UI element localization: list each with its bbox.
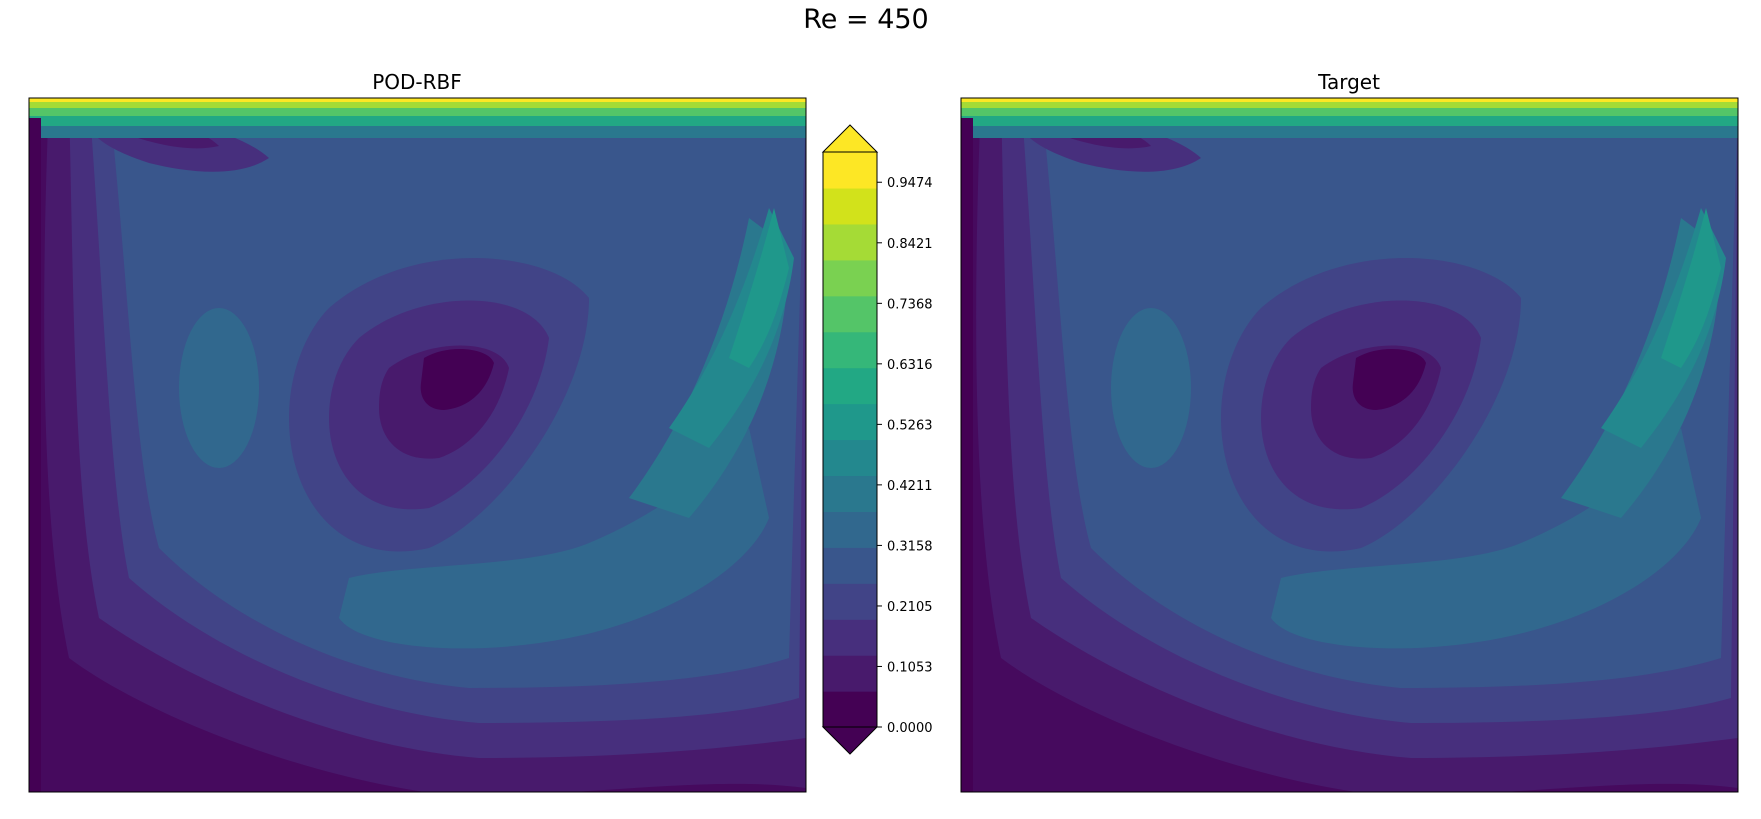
panel-title-left: POD-RBF	[372, 70, 462, 94]
colorbar-band	[823, 403, 877, 441]
colorbar-band	[823, 475, 877, 512]
panel-pod-rbf: POD-RBF	[28, 70, 807, 793]
colorbar-band	[823, 187, 877, 225]
panel-title-right: Target	[1317, 70, 1380, 94]
colorbar-tick-label: 0.5263	[887, 418, 933, 433]
colorbar-band	[823, 439, 877, 477]
colorbar-band	[823, 259, 877, 297]
colorbar-band	[823, 223, 877, 261]
colorbar-tick-label: 0.1053	[887, 660, 933, 675]
colorbar-tick-label: 0.9474	[887, 176, 933, 191]
contour-plot-left	[29, 98, 806, 792]
colorbar-band	[823, 367, 877, 405]
colorbar-band	[823, 655, 877, 692]
colorbar-band	[823, 691, 877, 728]
colorbar-extend-max	[821, 124, 879, 153]
colorbar-tick-label: 0.7368	[887, 297, 933, 312]
colorbar-band	[823, 547, 877, 584]
colorbar-extend-min	[821, 726, 879, 755]
colorbar-band	[823, 619, 877, 656]
colorbar-band	[823, 152, 877, 189]
colorbar-tick-label: 0.6316	[887, 358, 933, 373]
colorbar-band	[823, 511, 877, 548]
colorbar-tick-label: 0.2105	[887, 600, 933, 615]
figure-title: Re = 450	[803, 4, 928, 35]
colorbar: 0.0000 0.1053 0.2105 0.3158 0.4211 0.5263 0.63…	[821, 124, 933, 755]
panel-target: Target	[960, 70, 1739, 793]
colorbar-tick-label: 0.8421	[887, 237, 933, 252]
colorbar-tick-label: 0.4211	[887, 479, 933, 494]
axes-frame-right	[960, 97, 1739, 793]
colorbar-band	[823, 295, 877, 333]
contour-plot-right	[961, 98, 1738, 792]
colorbar-tick-label: 0.0000	[887, 721, 933, 736]
colorbar-band	[823, 331, 877, 369]
colorbar-band	[823, 583, 877, 620]
colorbar-tick-label: 0.3158	[887, 539, 933, 554]
axes-frame-left	[28, 97, 807, 793]
